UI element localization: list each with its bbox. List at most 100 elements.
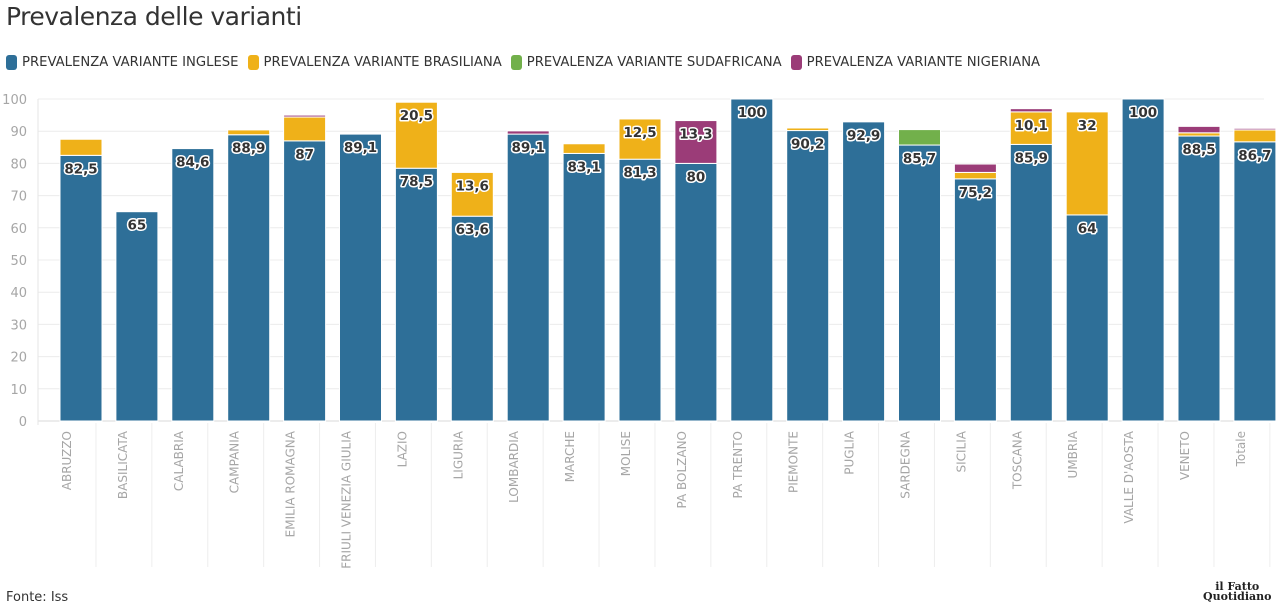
y-tick-label: 30	[10, 318, 27, 333]
bar-segment-inglese[interactable]	[842, 121, 886, 422]
data-labels: 82,5 65 84,6 88,9 87 89,1 78,5 20,5 63,6 13,6 89,1…	[63, 104, 1273, 240]
data-label-brasiliana: 20,5	[400, 108, 433, 124]
bar-segment-inglese[interactable]	[59, 154, 103, 422]
x-tick-label: VENETO	[1178, 431, 1192, 480]
bars	[59, 98, 1277, 422]
bar-segment-inglese[interactable]	[115, 211, 159, 422]
bar-segment-inglese[interactable]	[898, 144, 941, 422]
y-tick-label: 10	[10, 383, 27, 398]
bar-segment-nigeriana[interactable]	[1177, 125, 1221, 134]
data-label-inglese: 78,5	[400, 174, 433, 190]
bar-segment-nigeriana[interactable]	[283, 114, 327, 118]
bar-segment-inglese[interactable]	[618, 158, 662, 422]
bar-segment-inglese[interactable]	[1177, 135, 1221, 422]
bar-segment-inglese[interactable]	[171, 148, 215, 422]
x-tick-label: TOSCANA	[1010, 430, 1024, 490]
bar-segment-inglese[interactable]	[562, 152, 606, 422]
bar-segment-inglese[interactable]	[450, 215, 494, 422]
legend-label-inglese: PREVALENZA VARIANTE INGLESE	[22, 55, 239, 70]
y-tick-label: 100	[2, 93, 27, 108]
bar-segment-brasiliana[interactable]	[283, 116, 327, 142]
bar-segment-inglese[interactable]	[1121, 98, 1165, 422]
data-label-brasiliana: 13,6	[456, 178, 489, 194]
bar-segment-inglese[interactable]	[1233, 141, 1277, 422]
data-label-inglese: 65	[128, 218, 147, 234]
x-tick-label: CALABRIA	[172, 430, 186, 491]
bar-segment-brasiliana[interactable]	[618, 118, 662, 160]
legend-swatch-sudafricana	[510, 55, 522, 70]
data-label-inglese: 88,9	[232, 141, 265, 157]
bar-segment-inglese[interactable]	[1009, 143, 1053, 422]
bar-segment-inglese[interactable]	[730, 98, 774, 422]
data-label-inglese: 64	[1078, 221, 1097, 237]
bar-segment-inglese[interactable]	[1065, 214, 1109, 422]
legend-item-brasiliana[interactable]: PREVALENZA VARIANTE BRASILIANA	[247, 55, 502, 70]
bar-segment-nigeriana[interactable]	[506, 130, 550, 135]
x-tick-label: CAMPANIA	[228, 430, 242, 493]
source-note: Fonte: Iss	[6, 590, 69, 605]
bar-segment-brasiliana[interactable]	[394, 101, 438, 169]
bar-segment-brasiliana[interactable]	[1009, 111, 1053, 145]
x-tick-label: SICILIA	[954, 430, 968, 472]
bar-segment-brasiliana[interactable]	[450, 171, 494, 217]
bar-segment-inglese[interactable]	[394, 167, 438, 422]
x-tick-label: Totale	[1234, 431, 1248, 467]
data-label-inglese: 92,9	[847, 128, 880, 144]
bar-segment-inglese[interactable]	[227, 134, 271, 422]
x-tick-label: PA BOLZANO	[675, 431, 689, 509]
bar-segment-brasiliana[interactable]	[59, 138, 103, 156]
bar-segment-nigeriana[interactable]	[953, 163, 997, 173]
data-label-inglese: 86,7	[1238, 148, 1271, 164]
x-axis: ABRUZZO BASILICATA CALABRIA CAMPANIA EMILIA …	[60, 423, 1271, 569]
data-label-inglese: 100	[738, 105, 766, 121]
x-tick-label: MARCHE	[563, 431, 577, 482]
x-tick-label: MOLISE	[619, 431, 633, 476]
x-tick-label: LAZIO	[395, 431, 409, 467]
x-tick-label: ABRUZZO	[60, 431, 74, 490]
bar-segment-brasiliana[interactable]	[786, 127, 830, 132]
x-tick-label: PUGLIA	[843, 430, 857, 475]
bar-segment-brasiliana[interactable]	[953, 171, 997, 180]
data-label-brasiliana: 32	[1078, 118, 1097, 134]
y-tick-label: 0	[19, 415, 27, 430]
data-label-inglese: 87	[295, 147, 314, 163]
data-label-nigeriana: 13,3	[679, 127, 712, 143]
x-tick-label: PA TRENTO	[731, 431, 745, 499]
legend-item-inglese[interactable]: PREVALENZA VARIANTE INGLESE	[6, 55, 239, 70]
bar-segment-inglese[interactable]	[674, 162, 718, 422]
bar-segment-brasiliana[interactable]	[227, 129, 271, 136]
legend-label-nigeriana: PREVALENZA VARIANTE NIGERIANA	[806, 55, 1041, 70]
x-tick-label: EMILIA ROMAGNA	[284, 430, 298, 537]
legend-item-sudafricana[interactable]: PREVALENZA VARIANTE SUDAFRICANA	[510, 55, 782, 70]
bar-segment-inglese[interactable]	[953, 178, 997, 422]
x-tick-label: VALLE D'AOSTA	[1122, 430, 1136, 523]
y-tick-label: 60	[10, 222, 27, 237]
y-tick-label: 80	[10, 157, 27, 172]
data-label-inglese: 88,5	[1182, 142, 1215, 158]
bar-segment-nigeriana[interactable]	[1009, 108, 1053, 113]
x-tick-label: FRIULI VENEZIA GIULIA	[340, 430, 354, 569]
logo-line-2: Quotidiano	[1203, 590, 1272, 603]
legend-swatch-nigeriana	[790, 55, 802, 70]
x-tick-label: BASILICATA	[116, 430, 130, 499]
x-tick-label: PIEMONTE	[787, 431, 801, 493]
legend-swatch-brasiliana	[247, 55, 259, 70]
bar-segment-nigeriana[interactable]	[1233, 127, 1277, 131]
bar-segment-sudafricana[interactable]	[898, 129, 941, 146]
data-label-inglese: 85,7	[903, 151, 936, 167]
legend-item-nigeriana[interactable]: PREVALENZA VARIANTE NIGERIANA	[790, 55, 1041, 70]
data-label-inglese: 75,2	[959, 185, 992, 201]
bar-segment-brasiliana[interactable]	[562, 143, 606, 154]
bar-segment-nigeriana[interactable]	[674, 120, 718, 164]
bar-segment-brasiliana[interactable]	[1065, 111, 1109, 216]
bar-segment-inglese[interactable]	[339, 133, 382, 422]
bar-segment-inglese[interactable]	[786, 130, 830, 422]
x-tick-label: LIGURIA	[451, 430, 465, 479]
bar-segment-brasiliana[interactable]	[1233, 129, 1277, 143]
bar-segment-inglese[interactable]	[506, 133, 550, 422]
data-label-inglese: 89,1	[512, 140, 545, 156]
data-label-inglese: 80	[687, 169, 706, 185]
legend-label-sudafricana: PREVALENZA VARIANTE SUDAFRICANA	[526, 55, 782, 70]
bar-segment-inglese[interactable]	[283, 140, 327, 422]
y-tick-label: 40	[10, 286, 27, 301]
